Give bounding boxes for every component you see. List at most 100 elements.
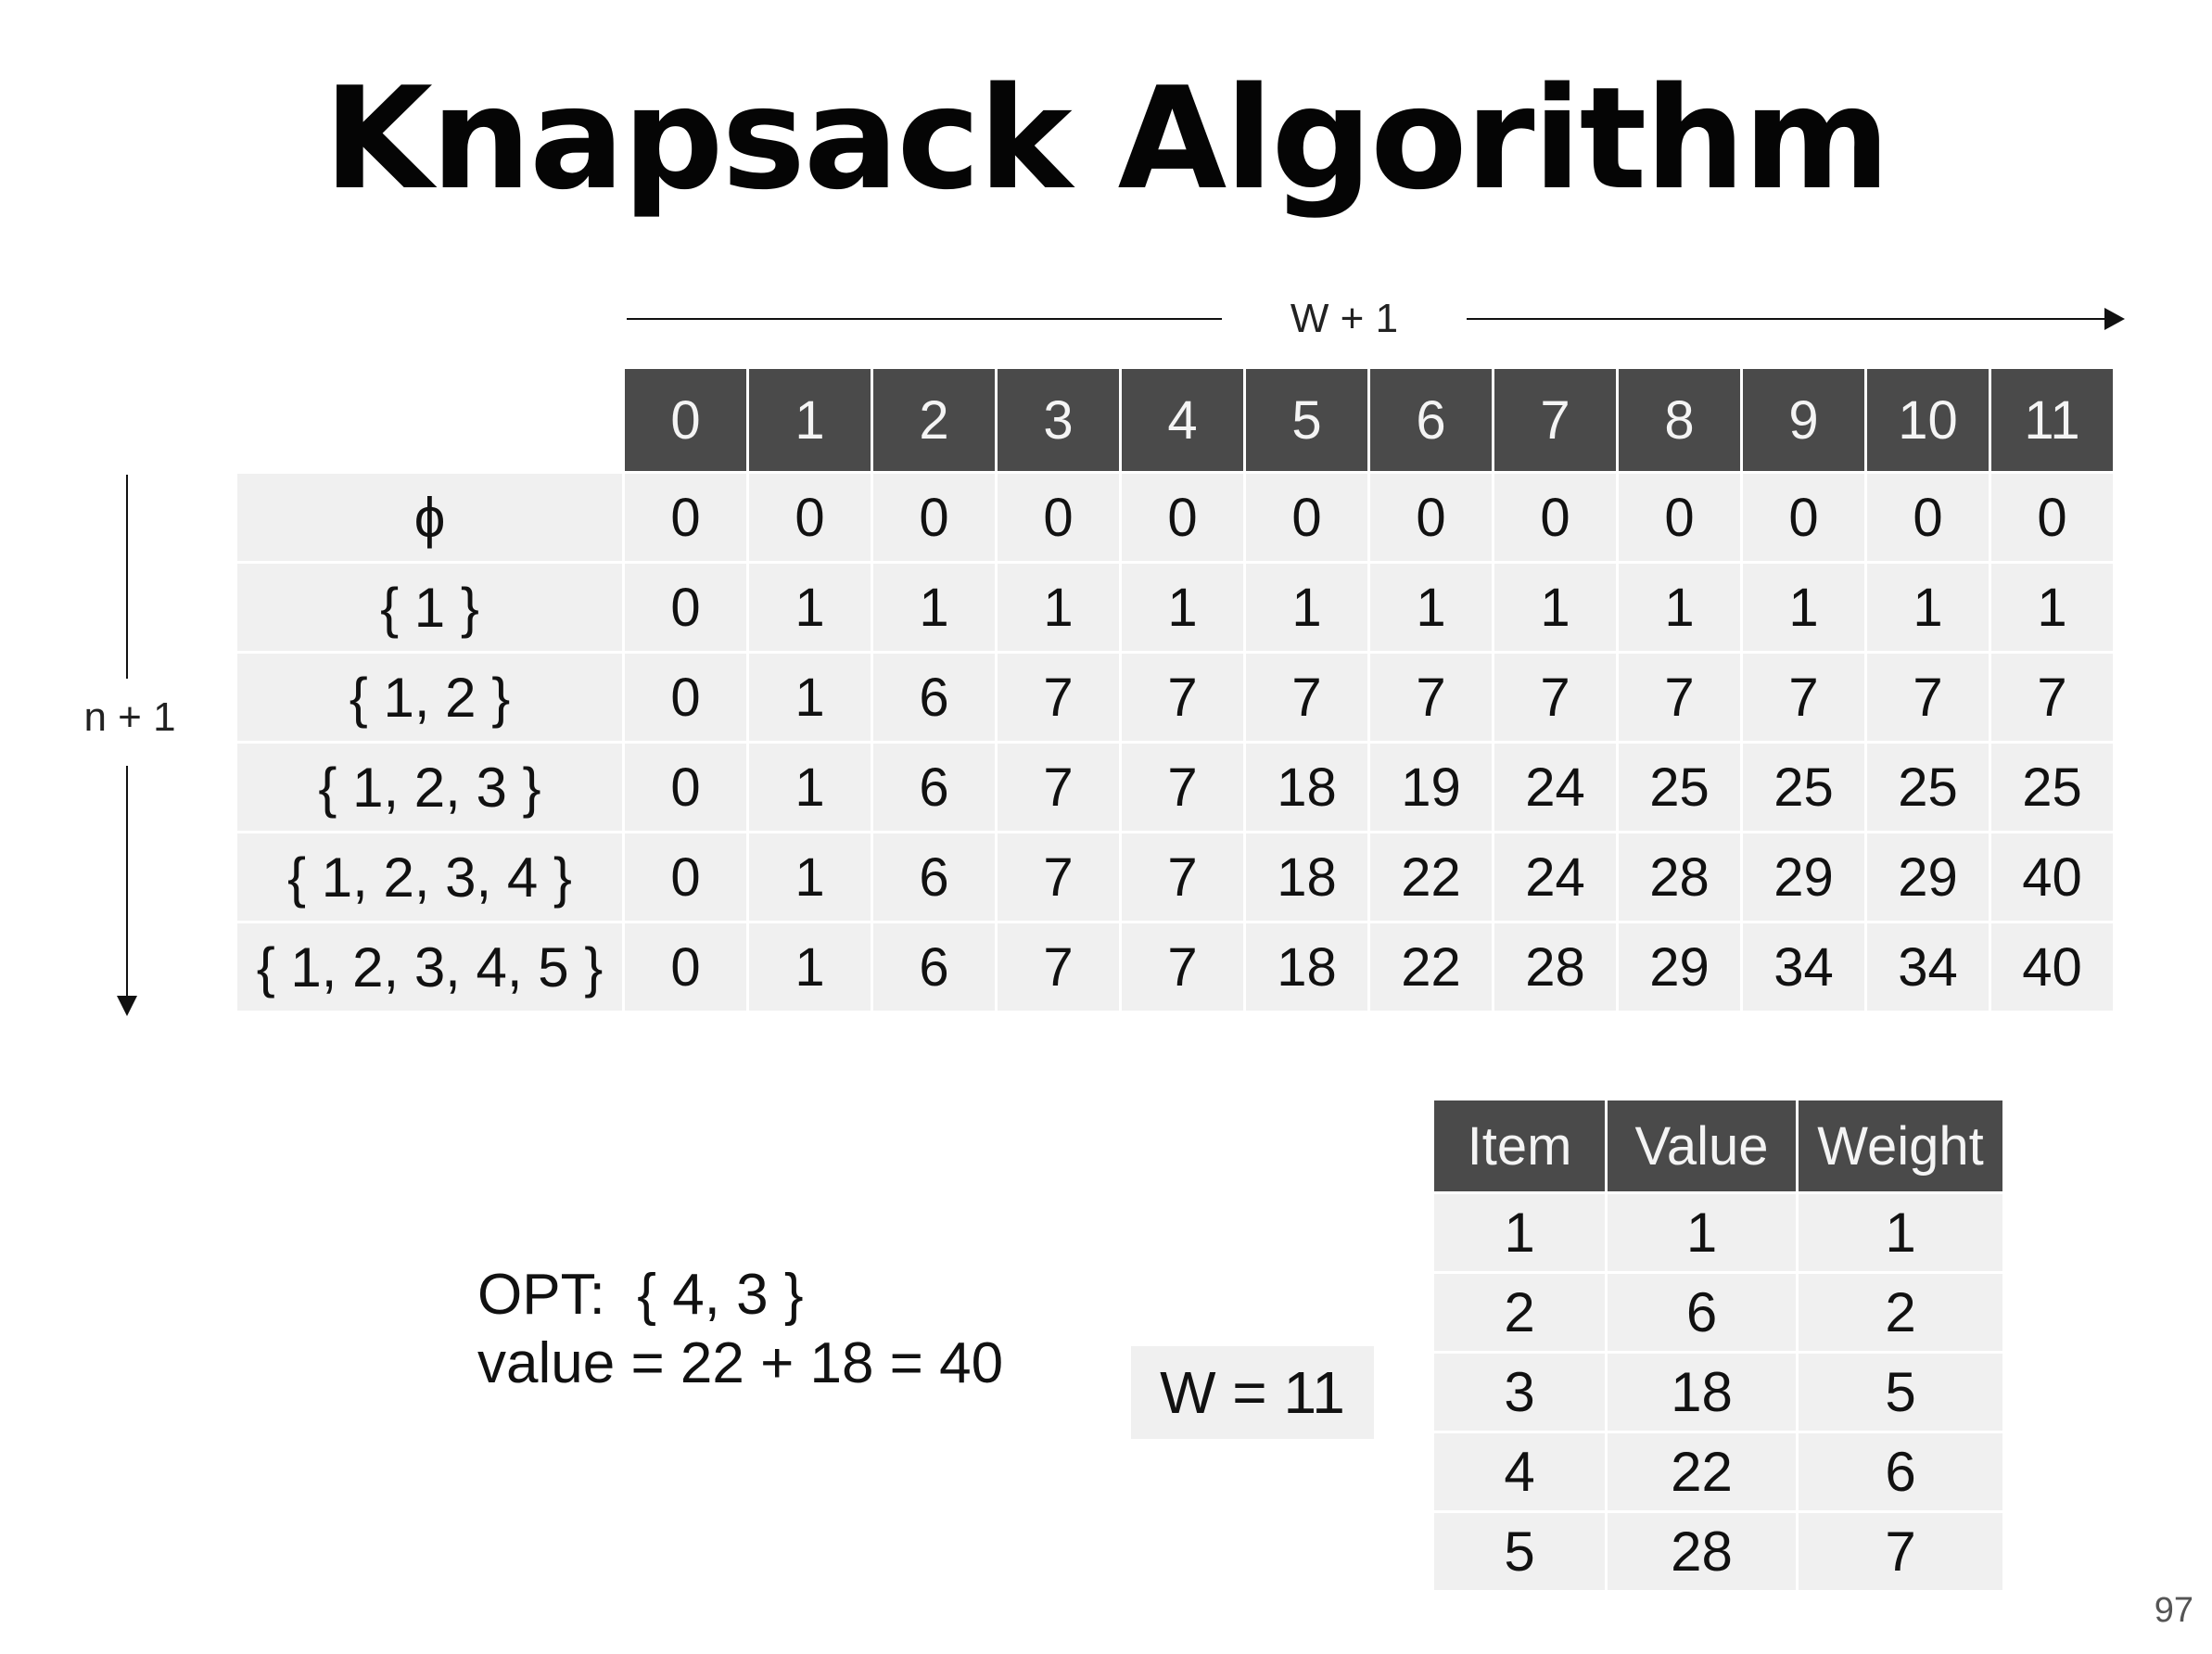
items-header-value: Value	[1608, 1101, 1796, 1191]
dp-cell: 1	[749, 654, 871, 741]
dp-cell: 0	[1991, 474, 2113, 561]
dp-col-header: 1	[749, 369, 871, 471]
dp-cell: 0	[749, 474, 871, 561]
dp-cell: 0	[625, 654, 746, 741]
dp-cell: 1	[1494, 564, 1616, 651]
w-arrow-line-right	[1467, 318, 2106, 320]
items-header-item: Item	[1434, 1101, 1605, 1191]
dp-col-header: 6	[1370, 369, 1492, 471]
dp-cell: 7	[1122, 654, 1243, 741]
dp-cell: 22	[1370, 833, 1492, 921]
dp-cell: 7	[1246, 654, 1367, 741]
dp-cell: 1	[873, 564, 995, 651]
items-cell-value: 22	[1608, 1433, 1796, 1510]
capacity-box: W = 11	[1131, 1346, 1374, 1439]
dp-cell: 1	[1122, 564, 1243, 651]
dp-cell: 7	[998, 744, 1119, 831]
dp-cell: 1	[749, 923, 871, 1011]
dp-row-label: { 1, 2, 3 }	[237, 744, 622, 831]
dp-cell: 1	[1743, 564, 1864, 651]
dp-row: { 1, 2, 3 } 0 1 6 7 7 18 19 24 25 25 25 25	[237, 744, 2113, 831]
dp-cell: 0	[625, 833, 746, 921]
dp-cell: 1	[749, 744, 871, 831]
dp-row-label: { 1, 2, 3, 4 }	[237, 833, 622, 921]
dp-cell: 1	[998, 564, 1119, 651]
dp-col-header: 5	[1246, 369, 1367, 471]
dp-cell: 7	[1122, 833, 1243, 921]
dp-cell: 29	[1867, 833, 1989, 921]
dp-cell: 29	[1743, 833, 1864, 921]
page-number: 97	[2154, 1591, 2193, 1630]
dp-cell: 6	[873, 744, 995, 831]
items-cell-item: 2	[1434, 1274, 1605, 1351]
opt-value: value = 22 + 18 = 40	[477, 1331, 1004, 1395]
dp-cell: 1	[1246, 564, 1367, 651]
dp-cell: 28	[1619, 833, 1740, 921]
dp-header-row: 0 1 2 3 4 5 6 7 8 9 10 11	[237, 369, 2113, 471]
dp-cell: 25	[1619, 744, 1740, 831]
opt-summary: OPT: { 4, 3 } value = 22 + 18 = 40	[477, 1261, 1003, 1398]
dp-cell: 1	[749, 833, 871, 921]
dp-cell: 7	[1494, 654, 1616, 741]
dp-cell: 1	[749, 564, 871, 651]
dp-cell: 7	[998, 833, 1119, 921]
items-cell-item: 3	[1434, 1354, 1605, 1431]
dp-col-header: 0	[625, 369, 746, 471]
dp-row: { 1, 2, 3, 4, 5 } 0 1 6 7 7 18 22 28 29 34 34 40	[237, 923, 2113, 1011]
dp-cell: 7	[1743, 654, 1864, 741]
items-row: 5 28 7	[1434, 1513, 2002, 1590]
w-arrow-line-left	[627, 318, 1222, 320]
dp-cell: 40	[1991, 923, 2113, 1011]
arrow-right-icon	[2104, 308, 2125, 330]
items-cell-value: 6	[1608, 1274, 1796, 1351]
dp-cell: 0	[1246, 474, 1367, 561]
items-cell-item: 1	[1434, 1194, 1605, 1271]
dp-cell: 29	[1619, 923, 1740, 1011]
dp-row-label: { 1, 2 }	[237, 654, 622, 741]
items-row: 3 18 5	[1434, 1354, 2002, 1431]
items-cell-weight: 1	[1799, 1194, 2002, 1271]
items-cell-item: 5	[1434, 1513, 1605, 1590]
items-cell-value: 28	[1608, 1513, 1796, 1590]
items-cell-weight: 7	[1799, 1513, 2002, 1590]
dp-cell: 18	[1246, 833, 1367, 921]
dp-cell: 0	[1743, 474, 1864, 561]
dp-cell: 28	[1494, 923, 1616, 1011]
dp-cell: 7	[1619, 654, 1740, 741]
dp-cell: 25	[1743, 744, 1864, 831]
dp-cell: 7	[1122, 923, 1243, 1011]
dp-cell: 7	[1867, 654, 1989, 741]
dp-cell: 0	[998, 474, 1119, 561]
dp-cell: 6	[873, 833, 995, 921]
dp-cell: 0	[625, 564, 746, 651]
dp-row-label: ϕ	[237, 474, 622, 561]
arrow-down-icon	[117, 996, 137, 1016]
items-header-row: Item Value Weight	[1434, 1101, 2002, 1191]
dp-corner	[237, 369, 622, 471]
items-row: 4 22 6	[1434, 1433, 2002, 1510]
dp-cell: 22	[1370, 923, 1492, 1011]
dp-cell: 34	[1867, 923, 1989, 1011]
dp-cell: 7	[1122, 744, 1243, 831]
dp-col-header: 7	[1494, 369, 1616, 471]
dp-cell: 6	[873, 654, 995, 741]
dp-cell: 0	[625, 923, 746, 1011]
dp-col-header: 2	[873, 369, 995, 471]
items-cell-weight: 5	[1799, 1354, 2002, 1431]
dp-cell: 34	[1743, 923, 1864, 1011]
n-arrow-line-top	[126, 475, 128, 679]
items-cell-weight: 2	[1799, 1274, 2002, 1351]
items-cell-item: 4	[1434, 1433, 1605, 1510]
w-plus-one-label: W + 1	[1290, 296, 1399, 341]
opt-set: OPT: { 4, 3 }	[477, 1263, 804, 1327]
dp-cell: 0	[625, 744, 746, 831]
dp-cell: 40	[1991, 833, 2113, 921]
dp-cell: 0	[1619, 474, 1740, 561]
dp-cell: 18	[1246, 744, 1367, 831]
dp-col-header: 8	[1619, 369, 1740, 471]
items-header-weight: Weight	[1799, 1101, 2002, 1191]
items-cell-value: 18	[1608, 1354, 1796, 1431]
dp-row: { 1 } 0 1 1 1 1 1 1 1 1 1 1 1	[237, 564, 2113, 651]
